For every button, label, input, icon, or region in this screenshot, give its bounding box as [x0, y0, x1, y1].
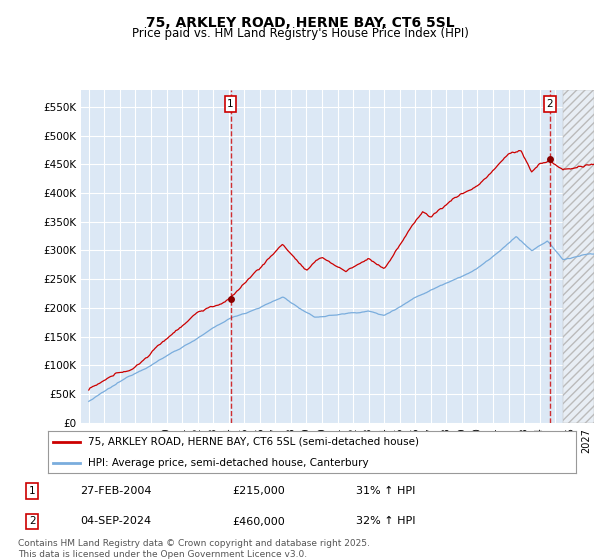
Text: 04-SEP-2024: 04-SEP-2024: [80, 516, 151, 526]
Text: £460,000: £460,000: [232, 516, 285, 526]
Text: 75, ARKLEY ROAD, HERNE BAY, CT6 5SL: 75, ARKLEY ROAD, HERNE BAY, CT6 5SL: [146, 16, 454, 30]
Text: 32% ↑ HPI: 32% ↑ HPI: [356, 516, 416, 526]
Text: Price paid vs. HM Land Registry's House Price Index (HPI): Price paid vs. HM Land Registry's House …: [131, 27, 469, 40]
Text: 1: 1: [227, 99, 234, 109]
Text: 2: 2: [29, 516, 35, 526]
Text: 31% ↑ HPI: 31% ↑ HPI: [356, 487, 416, 496]
Text: 27-FEB-2004: 27-FEB-2004: [80, 487, 152, 496]
Bar: [563, 90, 594, 423]
Text: £215,000: £215,000: [232, 487, 285, 496]
Text: HPI: Average price, semi-detached house, Canterbury: HPI: Average price, semi-detached house,…: [88, 458, 368, 468]
Text: 2: 2: [547, 99, 553, 109]
Text: 75, ARKLEY ROAD, HERNE BAY, CT6 5SL (semi-detached house): 75, ARKLEY ROAD, HERNE BAY, CT6 5SL (sem…: [88, 437, 419, 447]
Text: Contains HM Land Registry data © Crown copyright and database right 2025.
This d: Contains HM Land Registry data © Crown c…: [18, 539, 370, 559]
Text: 1: 1: [29, 487, 35, 496]
